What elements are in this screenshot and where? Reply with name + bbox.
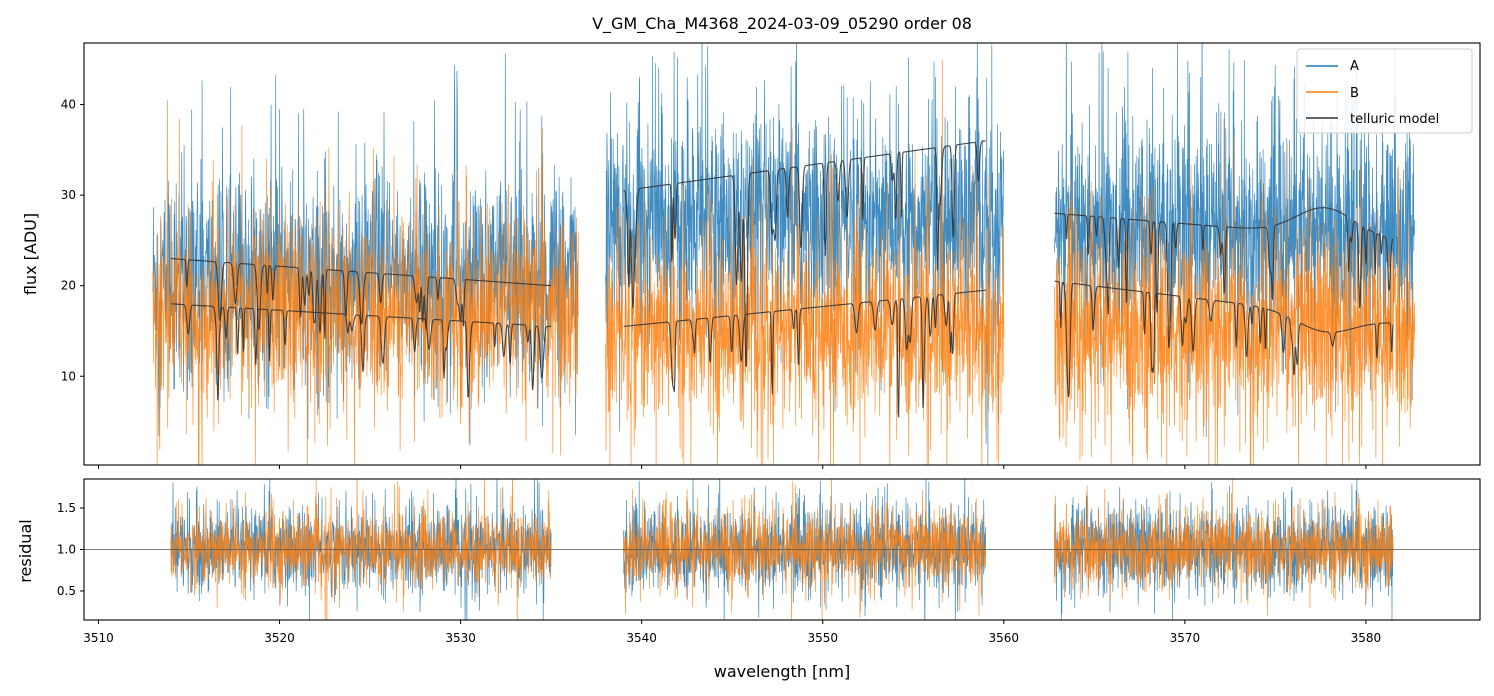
telluric-model-curve-5 xyxy=(1054,207,1394,349)
bottom-x-tick-label: 3580 xyxy=(1351,631,1382,645)
telluric-model-curve-1 xyxy=(170,257,552,339)
series-b-segment-3 xyxy=(1054,118,1416,465)
bottom-panel: 0.51.01.5 3510 3520 3530 3540 3550 3560 3570 35… xyxy=(16,478,1481,681)
top-axes-frame xyxy=(83,42,1481,466)
bottom-y-tick-label: 1.5 xyxy=(57,501,76,515)
bottom-y-ticks: 0.5 1.0 1.5 xyxy=(57,501,84,598)
bottom-y-tick-label: 0.5 xyxy=(57,584,76,598)
residual-b-segment-2 xyxy=(623,479,987,620)
bottom-x-tick-label: 3520 xyxy=(264,631,295,645)
telluric-model-curve-4 xyxy=(623,289,986,418)
legend-box xyxy=(1296,48,1473,134)
series-a-segment-1 xyxy=(152,53,579,445)
legend-label-telluric: telluric model xyxy=(1350,112,1439,127)
telluric-model-curve-6 xyxy=(1054,280,1394,398)
residual-b-segment-1 xyxy=(170,479,552,620)
top-plot-area xyxy=(152,43,1416,465)
top-panel: 10 20 30 40 flux [ADU] A B telluric model xyxy=(21,42,1481,469)
top-x-ticks xyxy=(97,465,1367,469)
bottom-x-tick-label: 3540 xyxy=(626,631,657,645)
top-y-ticks: 10 20 30 40 xyxy=(61,98,84,383)
legend: A B telluric model xyxy=(1296,48,1473,134)
telluric-model-curve-3 xyxy=(623,140,986,367)
top-y-tick-label: 10 xyxy=(61,369,76,383)
top-y-axis-label: flux [ADU] xyxy=(21,213,40,295)
telluric-model-curve-2 xyxy=(170,303,552,401)
series-a-segment-3 xyxy=(1054,43,1416,438)
chart-title: V_GM_Cha_M4368_2024-03-09_05290 order 08 xyxy=(592,14,972,34)
bottom-plot-area xyxy=(84,479,1480,620)
legend-label-b: B xyxy=(1350,86,1359,101)
bottom-x-tick-label: 3570 xyxy=(1170,631,1201,645)
top-y-tick-label: 30 xyxy=(61,188,76,202)
top-y-tick-label: 40 xyxy=(61,98,76,112)
bottom-x-tick-label: 3550 xyxy=(807,631,838,645)
top-y-tick-label: 20 xyxy=(61,279,76,293)
x-axis-label: wavelength [nm] xyxy=(714,662,851,681)
bottom-x-tick-label: 3510 xyxy=(83,631,114,645)
bottom-x-tick-label: 3530 xyxy=(445,631,476,645)
bottom-y-axis-label: residual xyxy=(16,519,35,582)
residual-b-segment-3 xyxy=(1054,479,1394,617)
bottom-y-tick-label: 1.0 xyxy=(57,543,76,557)
bottom-x-tick-label: 3560 xyxy=(989,631,1020,645)
bottom-x-ticks: 3510 3520 3530 3540 3550 3560 3570 3580 xyxy=(83,620,1381,645)
legend-label-a: A xyxy=(1350,59,1359,74)
